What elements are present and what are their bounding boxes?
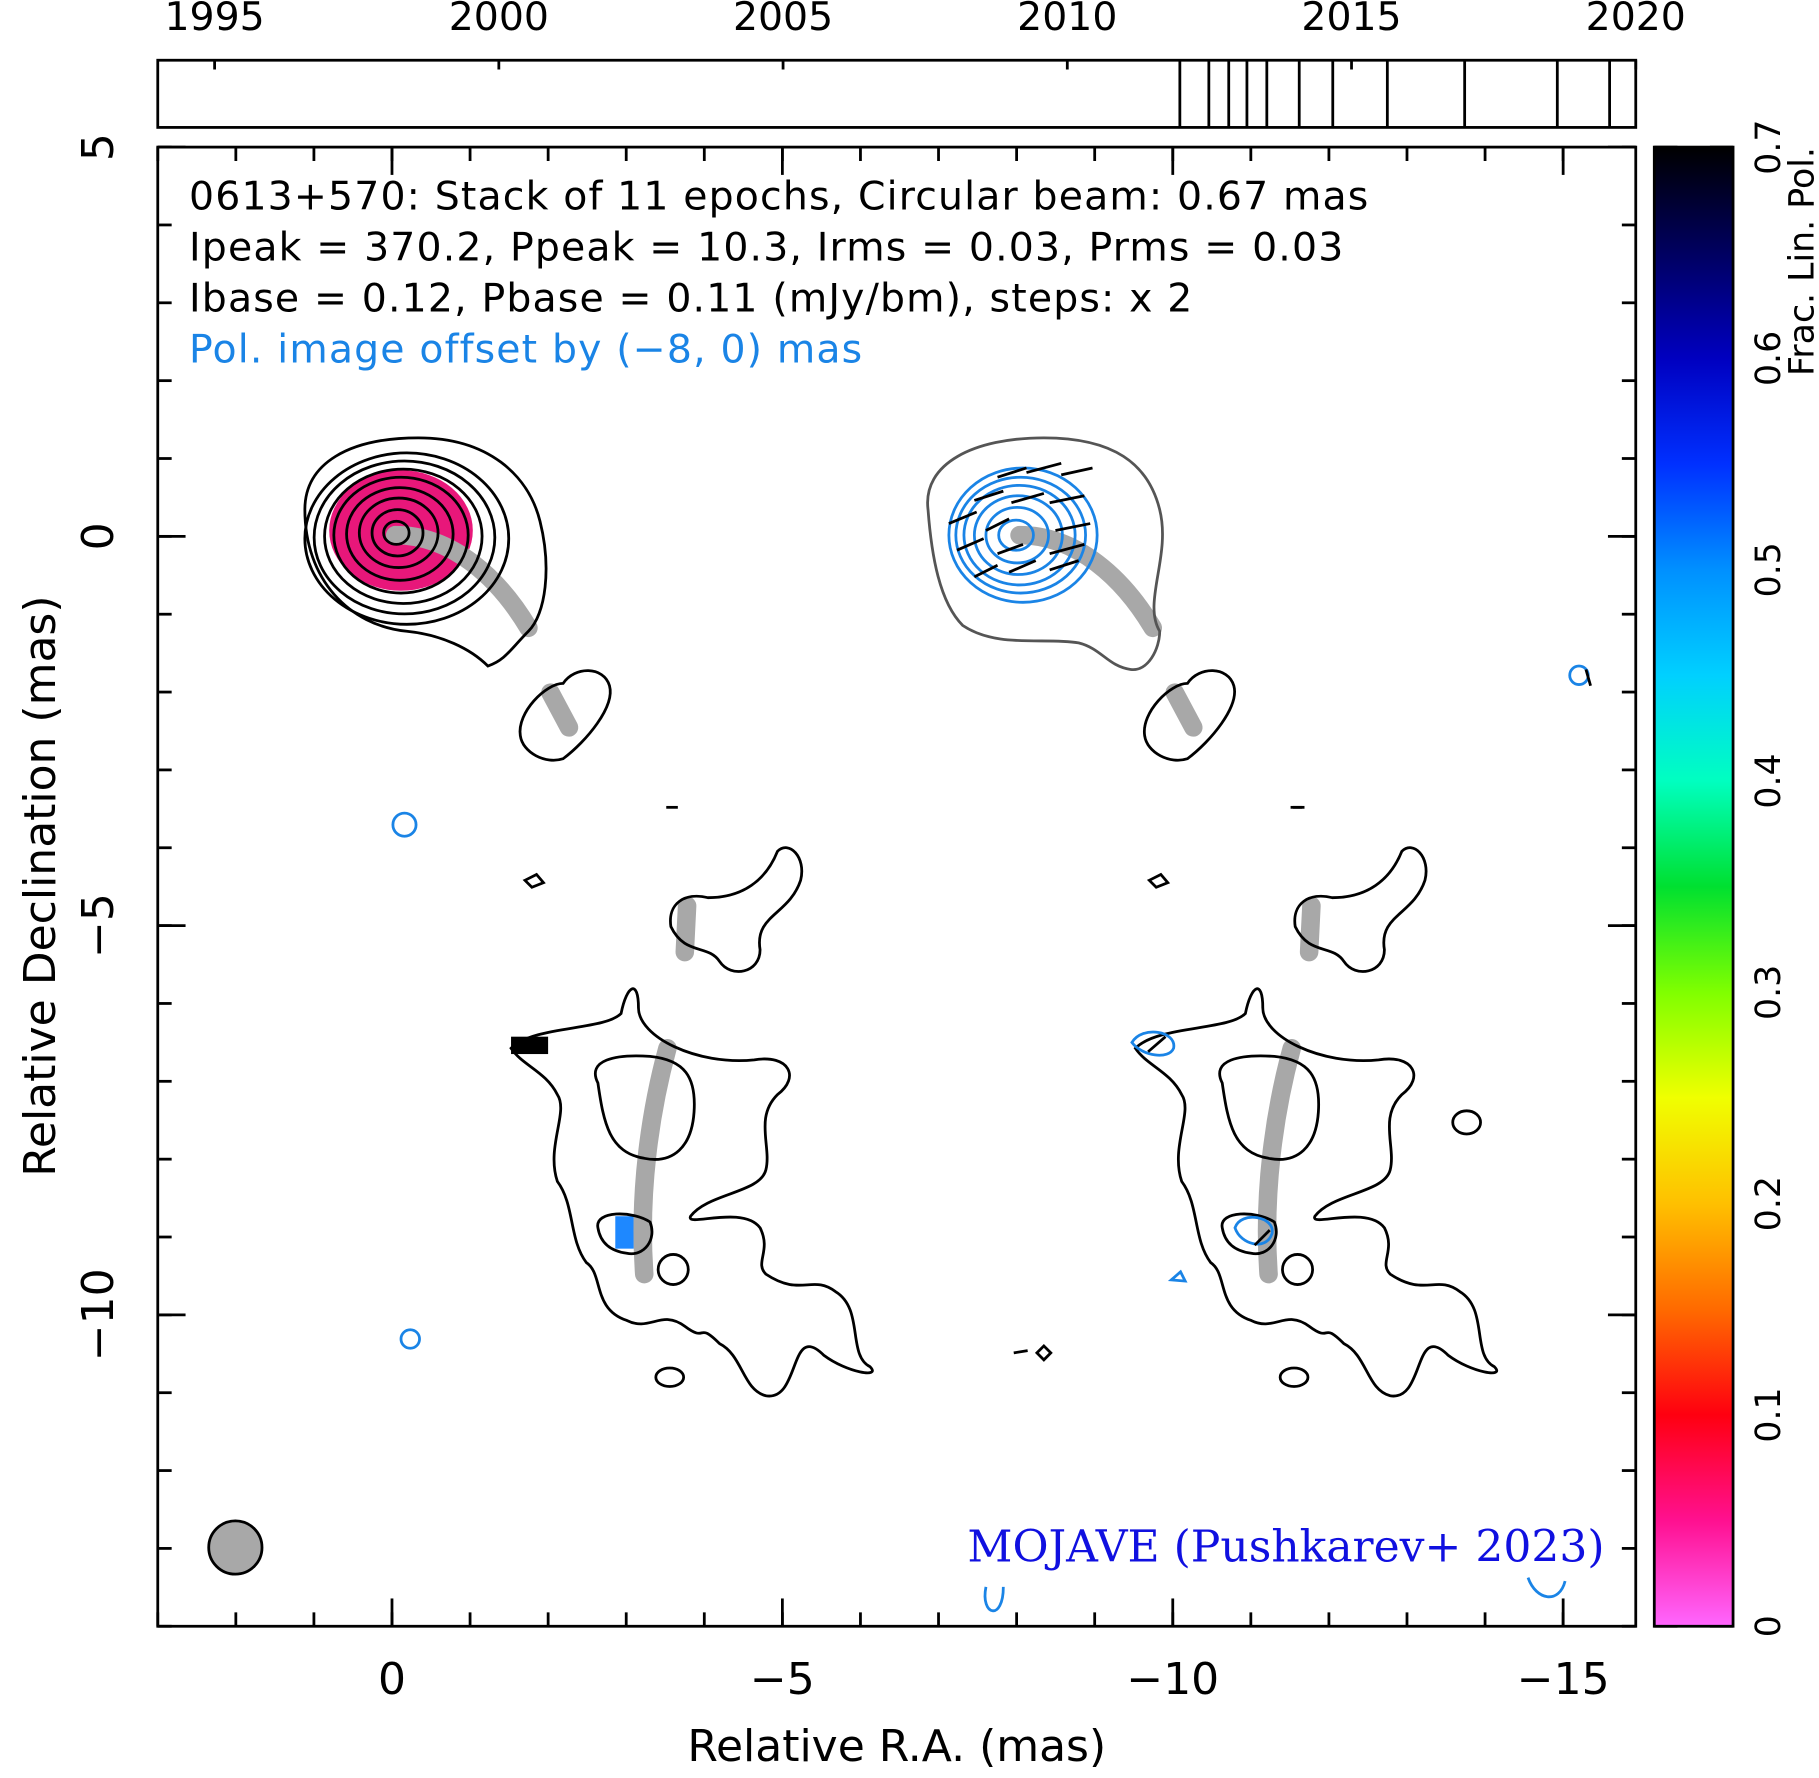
- epoch-tick-label: 2005: [733, 0, 833, 40]
- core-contours: [303, 451, 511, 626]
- colorbar-label: Frac. Lin. Pol.: [1783, 147, 1819, 376]
- y-tick-label: −5: [73, 893, 124, 958]
- epoch-tick-label: 2000: [449, 0, 549, 40]
- epoch-frame: [156, 58, 1638, 129]
- annotation: Ipeak = 370.2, Ppeak = 10.3, Irms = 0.03…: [189, 225, 1344, 271]
- epoch-tick-label: 1995: [164, 0, 264, 40]
- x-tick-label: −15: [1517, 1654, 1610, 1705]
- colorbar-tick-label: 0.3: [1749, 965, 1789, 1020]
- colorbar-tick-label: 0.2: [1749, 1176, 1789, 1231]
- epoch-tick-label: 2010: [1017, 0, 1117, 40]
- colorbar-tick-label: 0: [1749, 1615, 1789, 1637]
- epoch-tick-label: 2015: [1301, 0, 1401, 40]
- y-tick-label: 5: [73, 133, 124, 161]
- plot-frame: [156, 145, 1638, 1628]
- x-tick-label: −5: [750, 1654, 815, 1705]
- y-tick-label: −10: [73, 1268, 124, 1361]
- colorbar-tick-label: 0.4: [1749, 753, 1789, 808]
- pol-contours: [391, 466, 1590, 1613]
- credit: MOJAVE (Pushkarev+ 2023): [967, 1521, 1604, 1572]
- colorbar: [1652, 145, 1735, 1628]
- colorbar-tick-label: 0.6: [1749, 331, 1789, 386]
- x-tick-label: 0: [378, 1654, 406, 1705]
- annotation: Ibase = 0.12, Pbase = 0.11 (mJy/bm), ste…: [189, 276, 1193, 322]
- annotation: 0613+570: Stack of 11 epochs, Circular b…: [189, 174, 1369, 220]
- epoch-tick-label: 2020: [1586, 0, 1686, 40]
- x-tick-label: −10: [1126, 1654, 1219, 1705]
- colorbar-tick-label: 0.5: [1749, 542, 1789, 597]
- x-axis-label: Relative R.A. (mas): [687, 1721, 1106, 1772]
- jet-contours: [385, 525, 874, 1398]
- y-tick-label: 0: [73, 522, 124, 550]
- polarization-pixel: [615, 1216, 634, 1249]
- beam: [207, 1519, 264, 1576]
- pol-ticks: [948, 461, 1592, 1362]
- annotation: Pol. image offset by (−8, 0) mas: [189, 327, 863, 373]
- jet-contours-pol: [1020, 535, 1497, 1396]
- colorbar-tick-label: 0.1: [1749, 1387, 1789, 1442]
- y-axis-label: Relative Declination (mas): [15, 595, 66, 1176]
- colorbar-tick-label: 0.7: [1749, 119, 1789, 174]
- source-image: [207, 436, 1592, 1613]
- axes: 0 −5 −10 −15 5 0 −5 −10 1995 2000 2005 2010 2015 2020…: [73, 0, 1789, 1705]
